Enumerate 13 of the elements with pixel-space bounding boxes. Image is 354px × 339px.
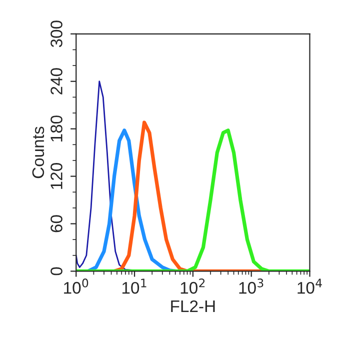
x-tick-label: 10$^{0}$ <box>64 278 88 294</box>
x-axis-title: FL2-H <box>171 300 215 312</box>
y-axis-title: Counts <box>32 126 44 178</box>
y-tick-label: 60 <box>50 215 62 232</box>
y-tick-label: 180 <box>50 116 62 142</box>
x-tick-label: 10$^{3}$ <box>239 278 264 294</box>
y-tick-label: 300 <box>50 20 62 48</box>
x-tick-label: 10$^{4}$ <box>298 278 322 294</box>
y-tick-label: 120 <box>50 163 62 189</box>
x-tick-label: 10$^{2}$ <box>180 278 205 294</box>
y-tick-label: 0 <box>50 267 62 276</box>
x-tick-label: 10$^{1}$ <box>122 278 146 294</box>
y-tick-label: 240 <box>50 68 62 94</box>
